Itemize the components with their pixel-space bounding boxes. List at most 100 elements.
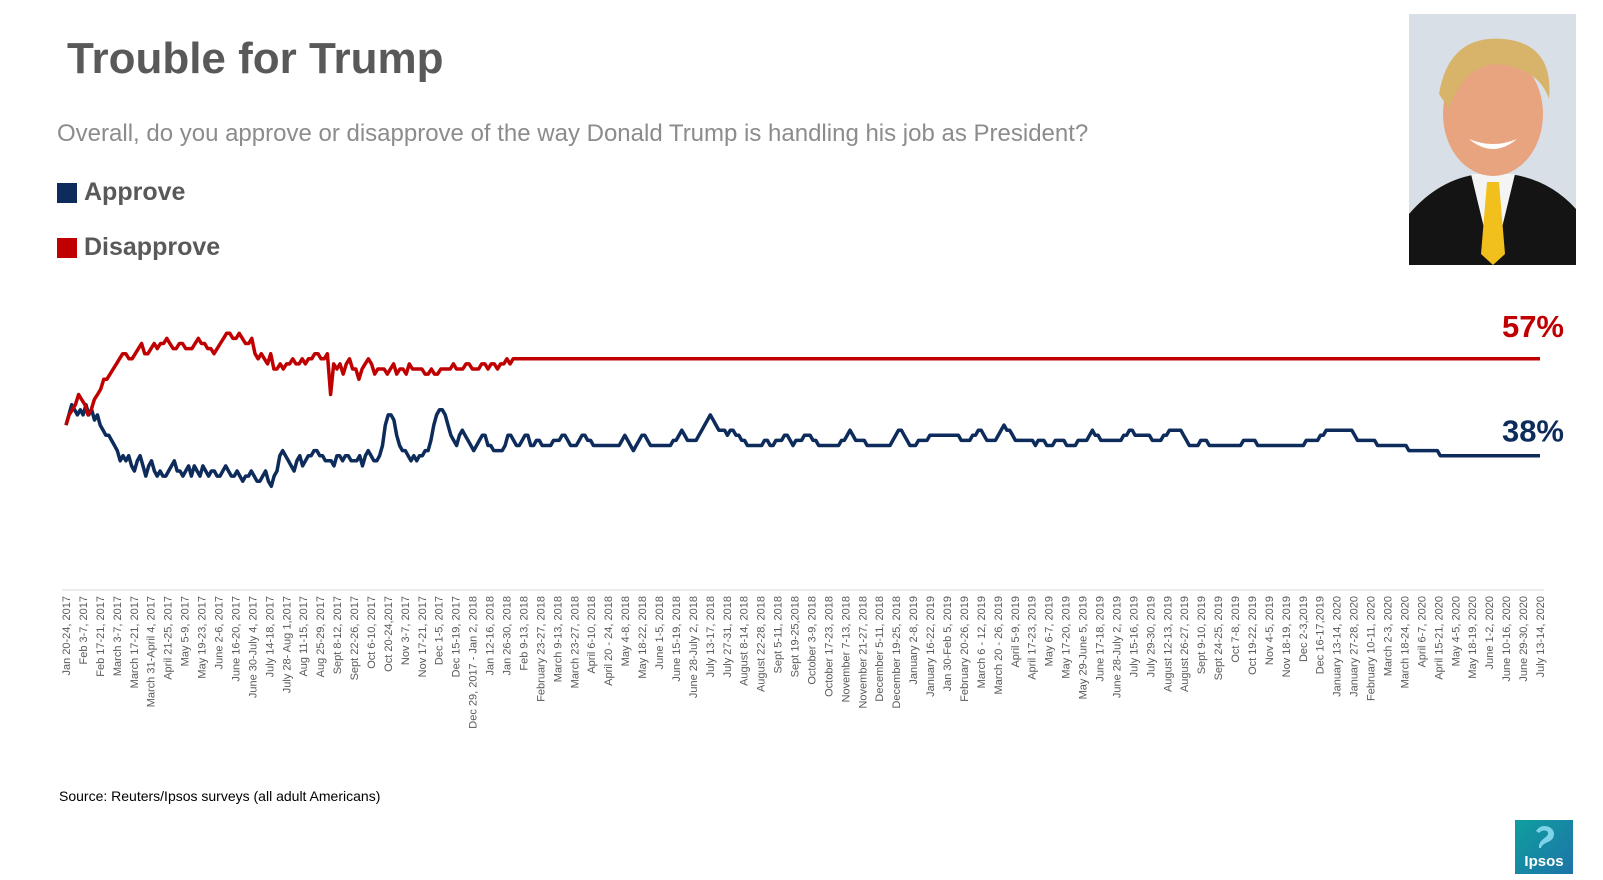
x-tick-label: January 2-8, 2019	[908, 596, 920, 685]
x-tick-label: Nov 3-7, 2017	[400, 596, 412, 665]
x-tick-label: August 12-13, 2019	[1162, 596, 1174, 692]
x-tick-label: Sept 8-12, 2017	[332, 596, 344, 674]
x-tick-label: December 19-25, 2018	[891, 596, 903, 709]
x-tick-label: Sept 22-26, 2017	[349, 596, 361, 680]
legend-item-disapprove: Disapprove	[57, 233, 220, 262]
x-tick-label: June 10-16, 2020	[1501, 596, 1513, 682]
ipsos-logo: Ipsos	[1515, 820, 1573, 874]
x-tick-label: January 16-22, 2019	[925, 596, 937, 697]
ipsos-logo-text: Ipsos	[1524, 853, 1564, 870]
x-tick-label: May 18-19, 2020	[1467, 596, 1479, 679]
x-tick-label: June 2-6, 2017	[214, 596, 226, 669]
x-tick-label: Jan 26-30, 2018	[502, 596, 514, 676]
x-tick-label: Sept 24-25, 2019	[1213, 596, 1225, 680]
legend-item-approve: Approve	[57, 178, 185, 207]
x-tick-label: Dec 1-5, 2017	[434, 596, 446, 665]
series-line-approve	[64, 402, 1540, 489]
x-tick-label: Oct 7-8, 2019	[1230, 596, 1242, 663]
x-tick-label: May 19-23, 2017	[197, 596, 209, 679]
x-tick-label: Oct 19-22, 2019	[1247, 596, 1259, 675]
x-tick-label: Aug 11-15, 2017	[298, 596, 310, 677]
x-tick-labels: Jan 20-24, 2017 Feb 3-7, 2017 Feb 17-21, 2…	[61, 596, 1547, 729]
x-tick-label: June 16-20, 2017	[230, 596, 242, 682]
chart-title: Trouble for Trump	[67, 34, 444, 83]
x-tick-label: Sept 9-10, 2019	[1196, 596, 1208, 674]
x-tick-label: Feb 9-13, 2018	[518, 596, 530, 671]
x-tick-label: August 8-14, 2018	[739, 596, 751, 686]
x-tick-label: February 23-27, 2018	[535, 596, 547, 702]
x-tick-label: Feb 3-7, 2017	[78, 596, 90, 665]
series-line-disapprove	[64, 331, 1540, 426]
x-tick-label: June 1-2, 2020	[1484, 596, 1496, 669]
x-tick-label: April 5-9, 2019	[1010, 596, 1022, 668]
x-tick-label: March 17-21, 2017	[129, 596, 141, 688]
x-tick-label: Jan 20-24, 2017	[61, 596, 73, 676]
x-tick-label: March 18-24, 2020	[1400, 596, 1412, 688]
source-note: Source: Reuters/Ipsos surveys (all adult…	[59, 788, 381, 804]
x-tick-label: Dec 15-19, 2017	[451, 596, 463, 677]
disapprove-end-label: 57%	[1502, 309, 1564, 344]
x-tick-label: June 17-18, 2019	[1095, 596, 1107, 682]
x-tick-label: February 10-11, 2020	[1366, 596, 1378, 701]
legend-swatch-approve	[57, 182, 77, 203]
approve-end-label: 38%	[1502, 414, 1564, 449]
x-tick-label: October 3-9, 2018	[807, 596, 819, 685]
x-tick-label: March 6 - 12, 2019	[976, 596, 988, 688]
x-tick-label: Oct 6-10, 2017	[366, 596, 378, 669]
x-tick-label: Sept 19-25,2018	[790, 596, 802, 677]
x-tick-label: May 6-7, 2019	[1044, 596, 1056, 666]
x-tick-label: April 15-21, 2020	[1433, 596, 1445, 680]
x-tick-label: Aug 25-29, 2017	[315, 596, 327, 677]
x-tick-label: March 20 - 26, 2019	[993, 596, 1005, 694]
x-tick-label: May 17-20, 2019	[1061, 596, 1073, 679]
x-tick-label: April 17-23, 2019	[1027, 596, 1039, 680]
x-tick-label: March 23-27, 2018	[569, 596, 581, 688]
x-tick-label: Feb 17-21, 2017	[95, 596, 107, 677]
x-tick-label: July 13-14, 2020	[1535, 596, 1547, 677]
x-tick-label: Jan 30-Feb 5, 2019	[942, 596, 954, 691]
x-tick-label: August 22-28, 2018	[756, 596, 768, 692]
x-tick-label: May 5-9, 2017	[180, 596, 192, 666]
legend-swatch-disapprove	[57, 237, 77, 258]
x-tick-label: May 18-22, 2018	[637, 596, 649, 679]
x-tick-label: November 7-13, 2018	[840, 596, 852, 702]
ipsos-logo-mark	[1536, 826, 1554, 848]
x-tick-label: Nov 4-5, 2019	[1264, 596, 1276, 665]
x-tick-label: April 21-25, 2017	[163, 596, 175, 680]
legend-label-approve: Approve	[84, 178, 186, 206]
x-tick-label: Sept 5-11, 2018	[773, 596, 785, 673]
x-tick-label: June 28-July 2, 2019	[1111, 596, 1123, 698]
x-tick-label: February 20-26, 2019	[959, 596, 971, 702]
x-tick-label: Dec 2-3,2019	[1298, 596, 1310, 662]
x-tick-label: November 21-27, 2018	[857, 596, 869, 709]
x-tick-label: May 4-5, 2020	[1450, 596, 1462, 666]
x-tick-label: April 20 - 24, 2018	[603, 596, 615, 686]
x-tick-label: July 15-16, 2019	[1128, 596, 1140, 677]
x-tick-label: July 29-30, 2019	[1145, 596, 1157, 677]
x-tick-label: July 28- Aug 1,2017	[281, 596, 293, 693]
x-tick-label: June 28-July 2, 2018	[688, 596, 700, 698]
x-tick-label: May 4-8, 2018	[620, 596, 632, 666]
x-tick-label: October 17-23, 2018	[823, 596, 835, 697]
x-tick-label: March 2-3, 2020	[1383, 596, 1395, 676]
x-tick-label: Dec 16-17,2019	[1315, 596, 1327, 674]
x-tick-label: Nov 17-21, 2017	[417, 596, 429, 677]
x-tick-label: June 29-30, 2020	[1518, 596, 1530, 682]
x-tick-label: January 13-14, 2020	[1332, 596, 1344, 697]
x-tick-label: May 29-June 5, 2019	[1078, 596, 1090, 699]
x-tick-label: Jan 12-16, 2018	[485, 596, 497, 676]
portrait-photo	[1409, 14, 1576, 265]
x-tick-label: March 9-13, 2018	[552, 596, 564, 682]
x-tick-label: July 14-18, 2017	[264, 596, 276, 677]
x-tick-label: August 26-27, 2019	[1179, 596, 1191, 692]
x-tick-label: Dec 29, 2017 - Jan 2, 2018	[468, 596, 480, 729]
chart-subtitle: Overall, do you approve or disapprove of…	[57, 120, 1089, 147]
x-tick-label: June 15-19, 2018	[671, 596, 683, 682]
portrait-illustration	[1409, 14, 1576, 265]
x-tick-label: March 3-7, 2017	[112, 596, 124, 676]
x-tick-label: July 13-17, 2018	[705, 596, 717, 677]
x-tick-label: Nov 18-19, 2019	[1281, 596, 1293, 677]
x-tick-label: December 5-11, 2018	[874, 596, 886, 702]
x-tick-label: June 30-July 4, 2017	[247, 596, 259, 698]
